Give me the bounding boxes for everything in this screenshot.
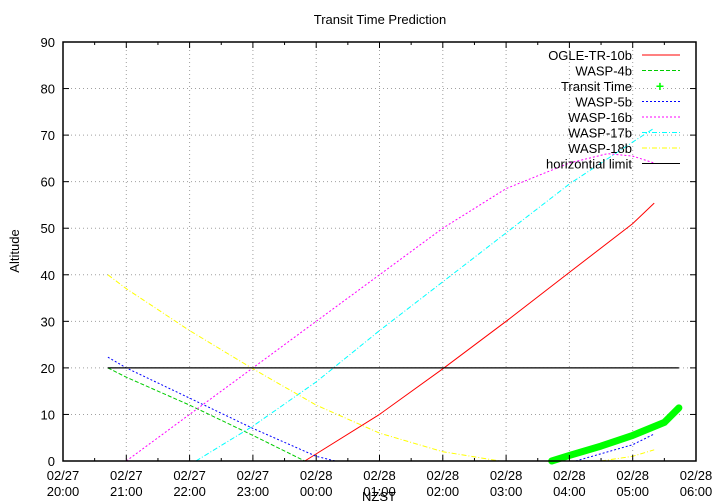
axis-ticks: 010203040506070809002/2720:0002/2721:000… (41, 35, 713, 499)
x-tick-time: 21:00 (110, 484, 143, 499)
legend-label: Transit Time (561, 79, 632, 94)
legend-label: WASP-18b (568, 141, 632, 156)
x-tick-date: 02/28 (616, 468, 649, 483)
series-wasp-18b (600, 449, 655, 462)
x-tick-date: 02/28 (427, 468, 460, 483)
x-tick-time: 00:00 (300, 484, 333, 499)
y-tick-label: 60 (41, 175, 55, 190)
series-wasp-18b (107, 274, 500, 462)
x-tick-date: 02/28 (490, 468, 523, 483)
x-tick-date: 02/28 (553, 468, 586, 483)
x-tick-time: 20:00 (47, 484, 80, 499)
y-tick-label: 30 (41, 314, 55, 329)
legend-label: WASP-17b (568, 126, 632, 141)
y-tick-label: 0 (48, 454, 55, 469)
x-tick-date: 02/27 (173, 468, 206, 483)
chart-title: Transit Time Prediction (314, 12, 446, 27)
x-tick-date: 02/28 (300, 468, 333, 483)
series-layer (107, 127, 683, 465)
x-tick-time: 06:00 (680, 484, 713, 499)
y-tick-label: 20 (41, 361, 55, 376)
series-wasp-17b (195, 127, 655, 462)
series-wasp-4b (107, 367, 306, 462)
x-axis-label: NZST (362, 489, 396, 504)
legend-marker-plus-icon: + (656, 78, 664, 94)
y-tick-label: 90 (41, 35, 55, 50)
x-tick-date: 02/27 (47, 468, 80, 483)
x-tick-time: 23:00 (237, 484, 270, 499)
legend-label: WASP-4b (575, 64, 632, 79)
series-transit-time (548, 404, 683, 465)
legend-label: OGLE-TR-10b (548, 48, 632, 63)
y-tick-label: 10 (41, 407, 55, 422)
y-axis-label: Altitude (7, 229, 22, 272)
legend-label: horizontial limit (546, 157, 632, 172)
y-tick-label: 80 (41, 82, 55, 97)
x-tick-time: 05:00 (616, 484, 649, 499)
x-tick-time: 01:00 (363, 484, 396, 499)
x-tick-date: 02/27 (237, 468, 270, 483)
x-tick-date: 02/27 (110, 468, 143, 483)
series-wasp-16b (126, 153, 655, 462)
legend-label: WASP-5b (575, 95, 632, 110)
x-tick-time: 04:00 (553, 484, 586, 499)
x-tick-date: 02/28 (680, 468, 713, 483)
x-tick-time: 02:00 (427, 484, 460, 499)
x-tick-time: 03:00 (490, 484, 523, 499)
legend-label: WASP-16b (568, 110, 632, 125)
y-tick-label: 40 (41, 268, 55, 283)
x-tick-time: 22:00 (173, 484, 206, 499)
y-tick-label: 70 (41, 128, 55, 143)
y-tick-label: 50 (41, 221, 55, 236)
x-tick-date: 02/28 (363, 468, 396, 483)
series-ogle-tr-10b (304, 202, 655, 462)
series-wasp-5b (107, 356, 336, 462)
